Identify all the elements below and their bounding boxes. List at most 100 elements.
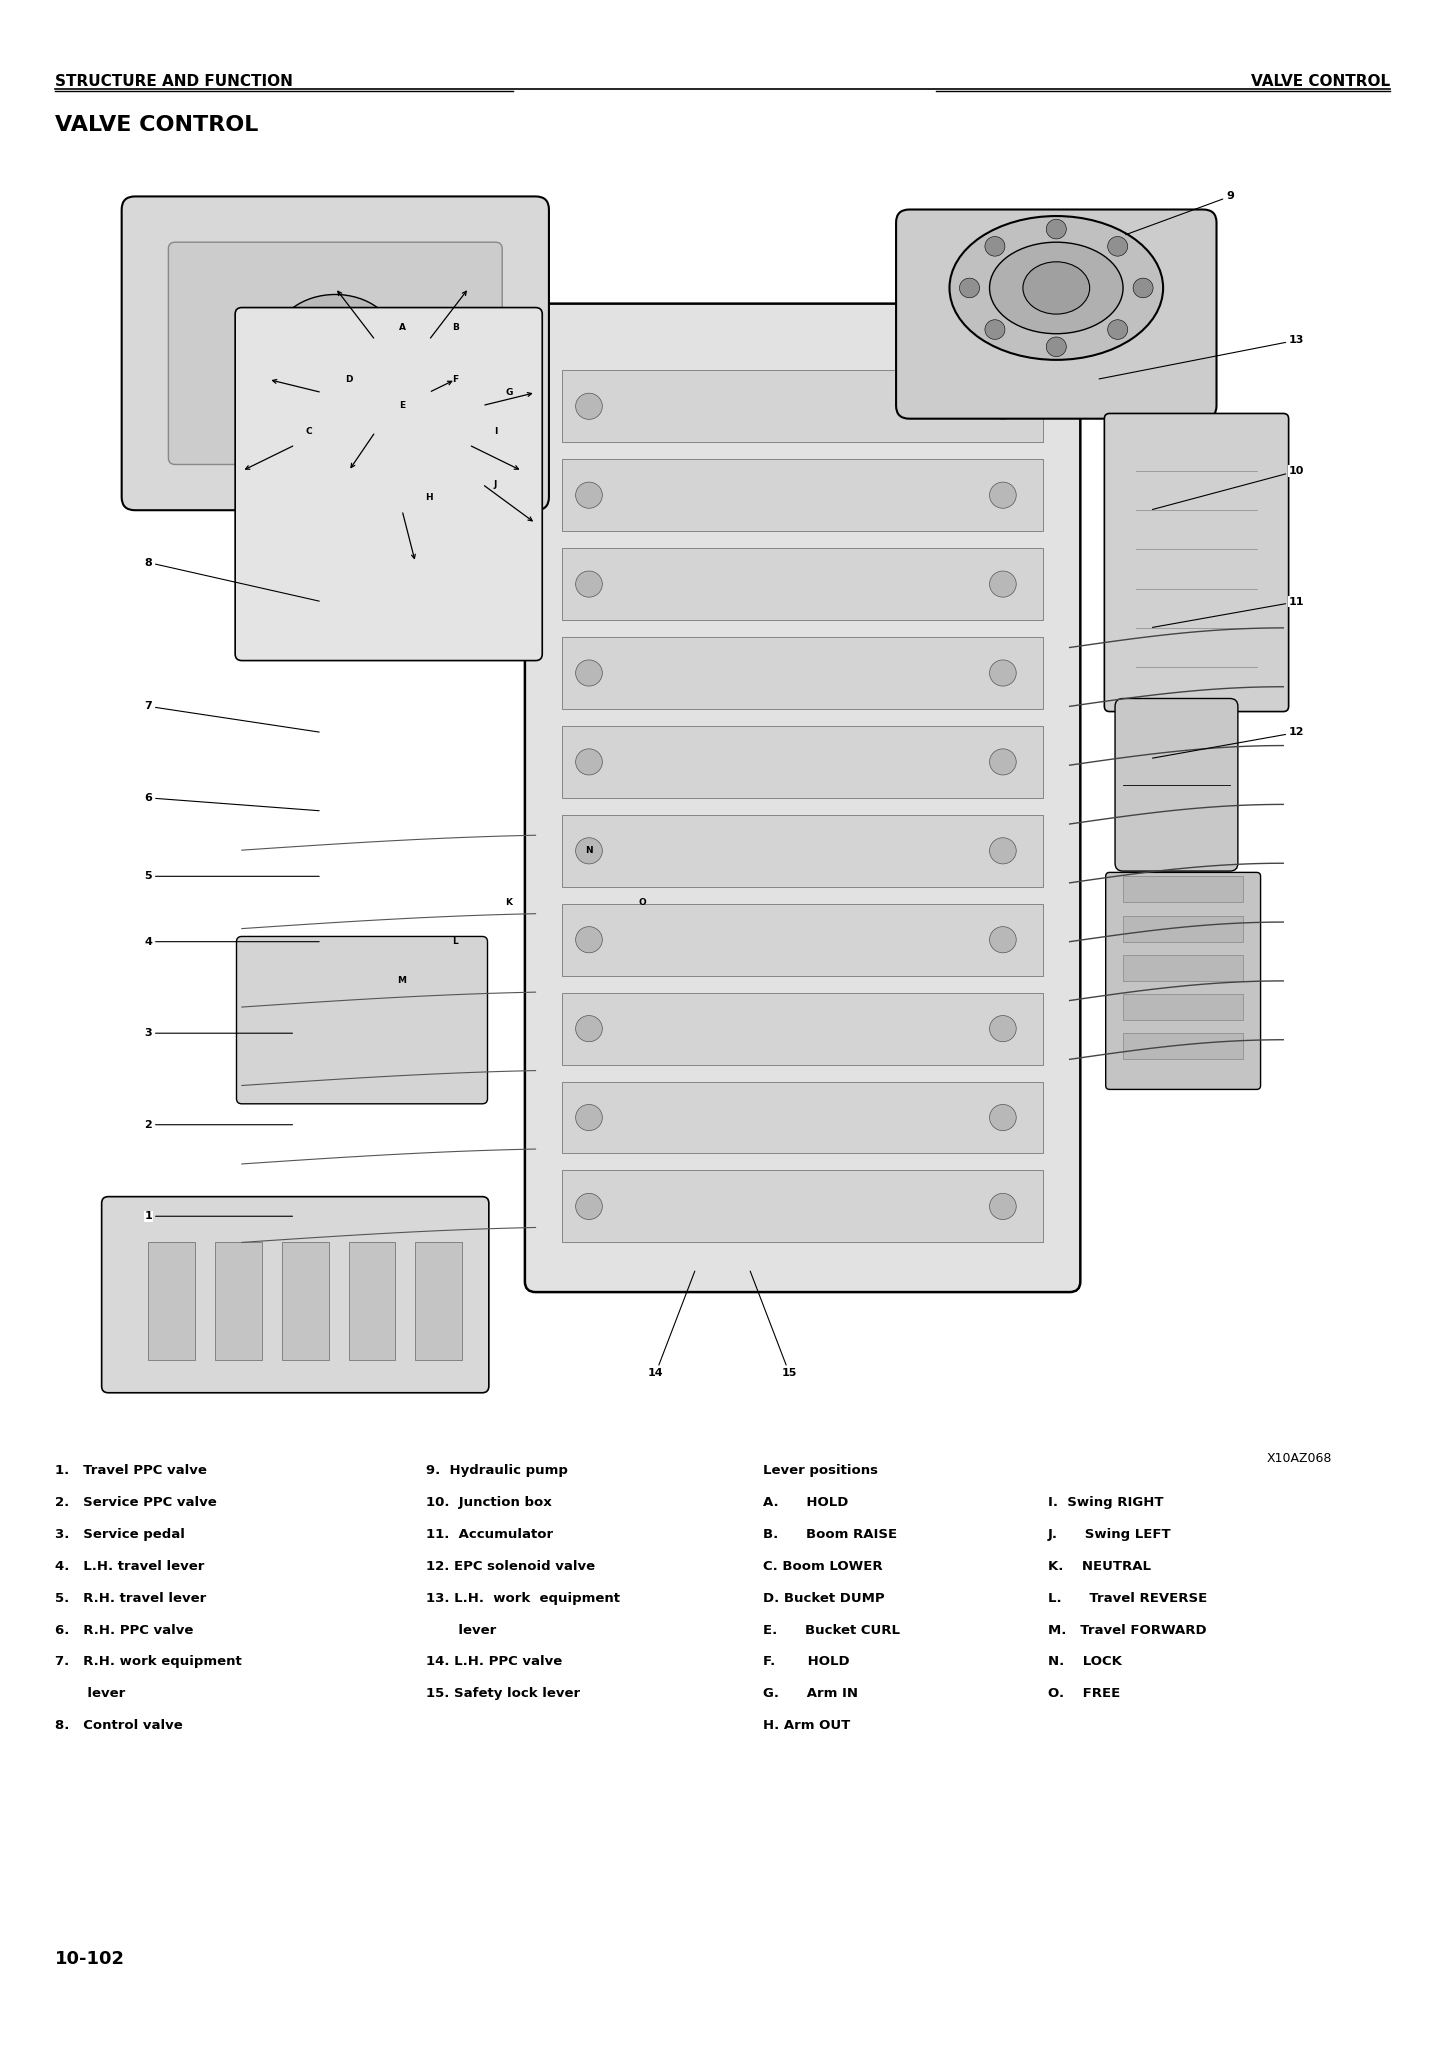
FancyBboxPatch shape <box>101 1196 488 1392</box>
Text: 15. Safety lock lever: 15. Safety lock lever <box>426 1688 581 1701</box>
Bar <box>562 459 1043 531</box>
Ellipse shape <box>575 749 603 774</box>
Text: K: K <box>506 898 513 906</box>
Ellipse shape <box>990 243 1123 334</box>
Ellipse shape <box>990 1015 1016 1042</box>
FancyBboxPatch shape <box>1104 414 1289 712</box>
Text: 4.   L.H. travel lever: 4. L.H. travel lever <box>55 1561 204 1573</box>
Ellipse shape <box>302 315 368 367</box>
Bar <box>562 727 1043 799</box>
Text: D. Bucket DUMP: D. Bucket DUMP <box>763 1592 884 1604</box>
Ellipse shape <box>575 570 603 597</box>
Text: 1.   Travel PPC valve: 1. Travel PPC valve <box>55 1464 207 1476</box>
Ellipse shape <box>1046 220 1066 239</box>
Ellipse shape <box>575 1194 603 1219</box>
Text: 1: 1 <box>144 1211 292 1221</box>
Text: X10AZ068: X10AZ068 <box>1267 1452 1332 1464</box>
Ellipse shape <box>990 927 1016 953</box>
Bar <box>1123 877 1243 902</box>
Text: 9.  Hydraulic pump: 9. Hydraulic pump <box>426 1464 568 1476</box>
Text: 14: 14 <box>647 1270 695 1377</box>
Text: H: H <box>425 492 432 502</box>
Text: A.      HOLD: A. HOLD <box>763 1495 848 1509</box>
Text: J: J <box>494 480 497 488</box>
Ellipse shape <box>990 482 1016 509</box>
Bar <box>562 548 1043 620</box>
FancyBboxPatch shape <box>896 210 1217 418</box>
Ellipse shape <box>985 319 1004 340</box>
Text: D: D <box>345 375 353 383</box>
Bar <box>215 1242 262 1361</box>
Text: A: A <box>399 323 406 331</box>
Text: 7: 7 <box>144 702 319 733</box>
FancyBboxPatch shape <box>1105 873 1260 1089</box>
Bar <box>149 1242 195 1361</box>
Bar <box>562 371 1043 443</box>
Text: 3: 3 <box>144 1027 292 1038</box>
Text: 5: 5 <box>144 871 319 881</box>
Text: B.      Boom RAISE: B. Boom RAISE <box>763 1528 897 1540</box>
Text: STRUCTURE AND FUNCTION: STRUCTURE AND FUNCTION <box>55 74 293 89</box>
FancyBboxPatch shape <box>525 303 1081 1293</box>
Text: 12. EPC solenoid valve: 12. EPC solenoid valve <box>426 1561 595 1573</box>
Text: 9: 9 <box>1126 191 1234 235</box>
Ellipse shape <box>990 570 1016 597</box>
Text: 12: 12 <box>1153 727 1305 758</box>
Text: I.  Swing RIGHT: I. Swing RIGHT <box>1048 1495 1163 1509</box>
Bar <box>1123 1034 1243 1058</box>
Text: lever: lever <box>55 1688 126 1701</box>
Ellipse shape <box>575 393 603 420</box>
Ellipse shape <box>990 1104 1016 1130</box>
Text: C. Boom LOWER: C. Boom LOWER <box>763 1561 883 1573</box>
Text: O.    FREE: O. FREE <box>1048 1688 1120 1701</box>
Text: F: F <box>452 375 458 383</box>
Ellipse shape <box>1108 237 1127 255</box>
Text: 13. L.H.  work  equipment: 13. L.H. work equipment <box>426 1592 620 1604</box>
Text: 6.   R.H. PPC valve: 6. R.H. PPC valve <box>55 1625 194 1637</box>
Text: 10-102: 10-102 <box>55 1950 124 1968</box>
Ellipse shape <box>949 216 1163 360</box>
Ellipse shape <box>1133 278 1153 299</box>
Text: 14. L.H. PPC valve: 14. L.H. PPC valve <box>426 1655 562 1668</box>
Text: C: C <box>305 428 312 437</box>
Ellipse shape <box>575 1015 603 1042</box>
Text: O: O <box>639 898 646 906</box>
Text: J.      Swing LEFT: J. Swing LEFT <box>1048 1528 1172 1540</box>
Text: I: I <box>494 428 497 437</box>
Text: 11: 11 <box>1153 597 1305 628</box>
Text: lever: lever <box>426 1625 497 1637</box>
Ellipse shape <box>990 838 1016 865</box>
Text: E.      Bucket CURL: E. Bucket CURL <box>763 1625 900 1637</box>
Text: G.      Arm IN: G. Arm IN <box>763 1688 858 1701</box>
Ellipse shape <box>990 661 1016 686</box>
Bar <box>562 904 1043 976</box>
Text: 15: 15 <box>750 1270 798 1377</box>
Bar <box>1123 955 1243 980</box>
Bar <box>562 636 1043 708</box>
Text: 11.  Accumulator: 11. Accumulator <box>426 1528 553 1540</box>
Text: 10.  Junction box: 10. Junction box <box>426 1495 552 1509</box>
Ellipse shape <box>959 278 980 299</box>
Text: M.   Travel FORWARD: M. Travel FORWARD <box>1048 1625 1207 1637</box>
Text: F.       HOLD: F. HOLD <box>763 1655 850 1668</box>
Bar <box>562 1081 1043 1153</box>
Ellipse shape <box>990 393 1016 420</box>
FancyBboxPatch shape <box>121 196 549 511</box>
Ellipse shape <box>990 749 1016 774</box>
Bar <box>1123 916 1243 941</box>
Bar <box>282 1242 328 1361</box>
Text: N: N <box>585 846 592 854</box>
Text: 8.   Control valve: 8. Control valve <box>55 1719 182 1732</box>
Bar <box>562 815 1043 887</box>
Text: L.      Travel REVERSE: L. Travel REVERSE <box>1048 1592 1207 1604</box>
Ellipse shape <box>985 237 1004 255</box>
Ellipse shape <box>575 838 603 865</box>
Ellipse shape <box>575 482 603 509</box>
Text: 4: 4 <box>144 937 319 947</box>
Ellipse shape <box>1023 261 1090 315</box>
Ellipse shape <box>1046 338 1066 356</box>
Ellipse shape <box>575 1104 603 1130</box>
Bar <box>562 1170 1043 1242</box>
Ellipse shape <box>275 294 396 385</box>
Text: G: G <box>506 387 513 397</box>
